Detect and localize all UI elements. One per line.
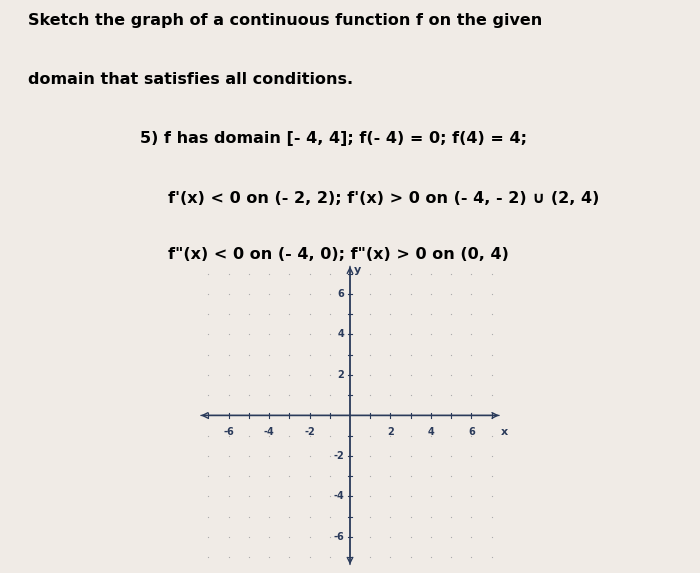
Text: -2: -2 [333,451,344,461]
Text: f"(x) < 0 on (- 4, 0); f"(x) > 0 on (0, 4): f"(x) < 0 on (- 4, 0); f"(x) > 0 on (0, … [140,247,509,262]
Text: 6: 6 [468,426,475,437]
Text: 2: 2 [337,370,344,380]
Text: domain that satisfies all conditions.: domain that satisfies all conditions. [28,72,353,87]
Text: 4: 4 [428,426,435,437]
Text: -4: -4 [333,492,344,501]
Text: 2: 2 [387,426,394,437]
Text: -6: -6 [223,426,234,437]
Text: 4: 4 [337,329,344,339]
Text: 6: 6 [337,289,344,299]
Text: -4: -4 [264,426,274,437]
Text: y: y [354,265,361,274]
Text: -6: -6 [333,532,344,542]
Text: Sketch the graph of a continuous function f on the given: Sketch the graph of a continuous functio… [28,13,542,28]
Text: -2: -2 [304,426,315,437]
Text: x: x [500,426,508,437]
Text: f'(x) < 0 on (- 2, 2); f'(x) > 0 on (- 4, - 2) ∪ (2, 4): f'(x) < 0 on (- 2, 2); f'(x) > 0 on (- 4… [140,190,599,206]
Text: 5) f has domain [- 4, 4]; f(- 4) = 0; f(4) = 4;: 5) f has domain [- 4, 4]; f(- 4) = 0; f(… [140,131,527,146]
